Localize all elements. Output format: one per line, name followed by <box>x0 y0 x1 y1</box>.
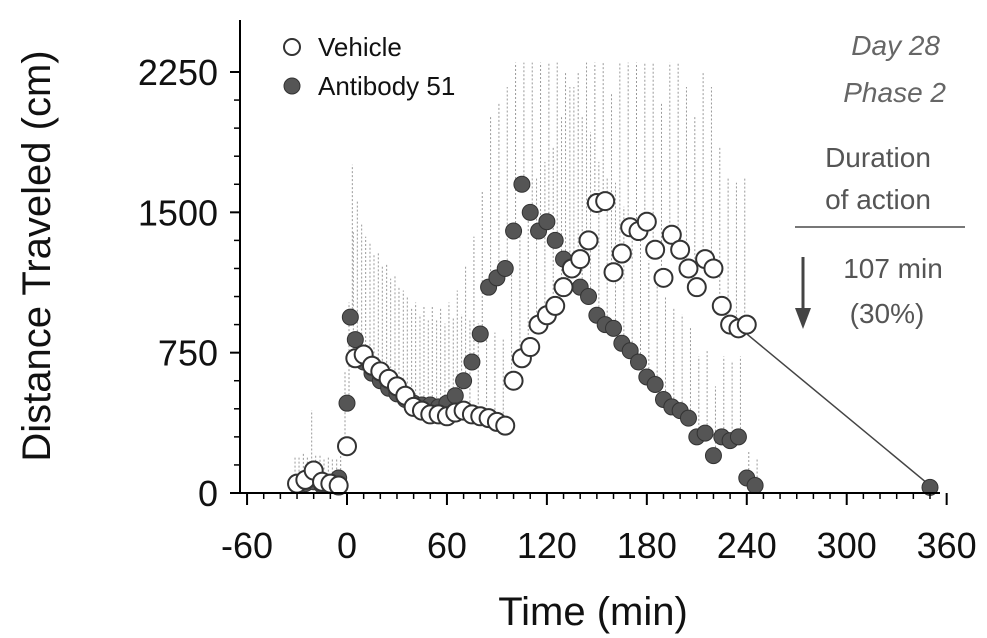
y-tick-label: 0 <box>198 473 218 514</box>
vehicle-point <box>520 337 541 358</box>
vehicle-point <box>611 243 632 264</box>
antibody-point <box>704 447 722 465</box>
axes <box>239 20 940 494</box>
x-axis-title: Time (min) <box>498 590 688 634</box>
x-tick-label: 360 <box>917 525 977 566</box>
vehicle-point <box>495 415 516 436</box>
x-tick-label: 300 <box>817 525 877 566</box>
antibody-point <box>696 424 714 442</box>
antibody-point <box>521 203 539 221</box>
x-tick-label: 240 <box>717 525 777 566</box>
vehicle-point <box>337 436 357 457</box>
antibody-point <box>455 372 473 390</box>
x-tick-label: 180 <box>617 525 677 566</box>
vehicle-point <box>703 258 724 279</box>
antibody-point <box>580 288 598 306</box>
annotation: Day 28 Phase 2 Duration of action 107 mi… <box>795 30 965 329</box>
vehicle-point <box>328 475 349 496</box>
antibody-point <box>505 222 523 240</box>
duration-line2: of action <box>825 184 931 215</box>
phase-label: Phase 2 <box>843 77 946 108</box>
antibody-point <box>338 394 356 412</box>
antibody-point <box>471 325 489 343</box>
legend-antibody-label: Antibody 51 <box>318 71 455 101</box>
x-ticks: -60 0 60 120 180 240 300 360 <box>221 493 977 566</box>
legend-antibody-marker <box>283 77 301 95</box>
vehicle-point <box>686 277 707 298</box>
y-tick-label: 1500 <box>138 192 218 233</box>
duration-line1: Duration <box>825 142 931 173</box>
y-tick-label: 750 <box>158 333 218 374</box>
down-arrow-icon <box>795 308 811 329</box>
percent-line: (30%) <box>850 298 925 329</box>
x-tick-label: 60 <box>427 525 467 566</box>
vehicle-point <box>545 295 566 316</box>
antibody-point <box>538 213 556 231</box>
error-bars <box>294 62 758 486</box>
legend: Vehicle Antibody 51 <box>283 32 455 101</box>
x-tick-label: 120 <box>517 525 577 566</box>
fit-line-group <box>746 333 931 487</box>
legend-vehicle-marker <box>283 38 301 56</box>
vehicle-point <box>636 211 657 232</box>
vehicle-point <box>661 224 682 245</box>
antibody-point <box>346 331 364 349</box>
day-label: Day 28 <box>851 30 940 61</box>
vehicle-point <box>670 239 691 260</box>
vehicle-point <box>653 267 674 288</box>
antibody-point <box>513 175 531 193</box>
vehicle-point <box>645 239 666 260</box>
vehicle-point <box>553 277 574 298</box>
antibody-point <box>746 477 764 495</box>
fit-line <box>746 333 931 487</box>
vehicle-point <box>678 258 699 279</box>
data-points <box>287 175 939 496</box>
vehicle-point <box>595 191 616 212</box>
legend-vehicle-label: Vehicle <box>318 32 402 62</box>
antibody-point <box>496 259 514 277</box>
antibody-point <box>605 319 623 337</box>
vehicle-point <box>570 249 591 270</box>
vehicle-point <box>736 314 757 335</box>
vehicle-point <box>578 230 599 251</box>
vehicle-point <box>503 370 524 391</box>
x-tick-label: -60 <box>221 525 273 566</box>
antibody-point <box>546 231 564 249</box>
y-axis-title: Distance Traveled (cm) <box>15 50 59 461</box>
antibody-point <box>341 308 359 326</box>
vehicle-point <box>711 295 732 316</box>
antibody-point <box>463 353 481 371</box>
antibody-point <box>729 428 747 446</box>
antibody-point <box>679 409 697 427</box>
y-tick-label: 2250 <box>138 52 218 93</box>
x-tick-label: 0 <box>337 525 357 566</box>
antibody-point <box>630 353 647 371</box>
y-ticks: 0 750 1500 2250 <box>138 52 240 514</box>
vehicle-point <box>603 262 624 283</box>
antibody-point <box>646 375 664 393</box>
value-line: 107 min <box>843 253 943 284</box>
